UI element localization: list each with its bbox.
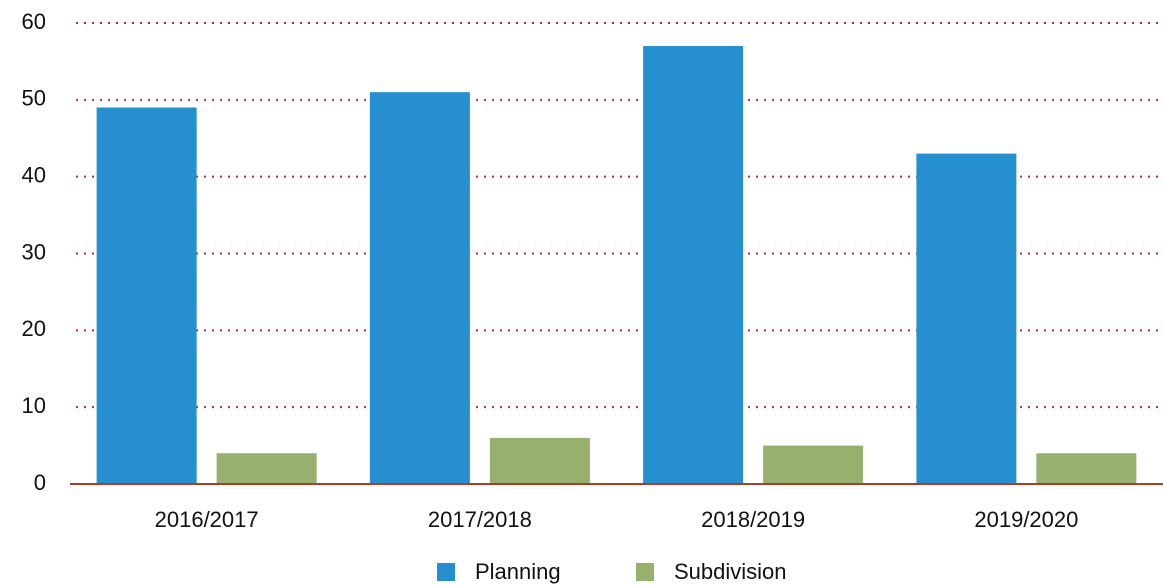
- y-tick-label: 50: [22, 86, 46, 111]
- y-tick-label: 60: [22, 9, 46, 34]
- bar: [489, 437, 590, 484]
- bar: [96, 107, 197, 485]
- bar: [369, 92, 470, 485]
- x-tick-label: 2016/2017: [155, 507, 259, 532]
- bar: [1036, 453, 1137, 484]
- bar: [763, 445, 864, 484]
- y-tick-label: 40: [22, 162, 46, 187]
- x-tick-label: 2019/2020: [974, 507, 1078, 532]
- y-tick-label: 0: [34, 470, 46, 495]
- y-tick-label: 10: [22, 393, 46, 418]
- y-tick-label: 30: [22, 239, 46, 264]
- legend-label: Subdivision: [674, 559, 787, 584]
- x-tick-label: 2018/2019: [701, 507, 805, 532]
- y-tick-label: 20: [22, 316, 46, 341]
- x-tick-label: 2017/2018: [428, 507, 532, 532]
- bar: [643, 46, 744, 485]
- legend-label: Planning: [475, 559, 561, 584]
- legend-swatch: [636, 563, 654, 581]
- bar: [916, 153, 1017, 484]
- legend-swatch: [437, 563, 455, 581]
- bar: [216, 453, 317, 484]
